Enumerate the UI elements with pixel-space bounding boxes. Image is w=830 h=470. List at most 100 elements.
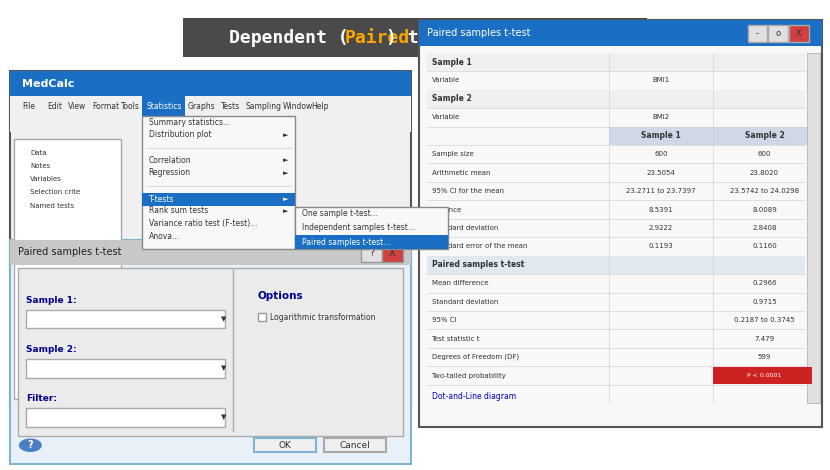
FancyBboxPatch shape (10, 71, 411, 97)
Text: ) t-test (MedCalc): ) t-test (MedCalc) (386, 29, 582, 47)
Text: Independent samples t-test...: Independent samples t-test... (301, 224, 415, 233)
Text: OK: OK (278, 441, 291, 450)
Text: 23.2711 to 23.7397: 23.2711 to 23.7397 (627, 188, 696, 194)
Text: 600: 600 (758, 151, 771, 157)
Text: 600: 600 (654, 151, 668, 157)
Text: File: File (22, 102, 35, 110)
FancyBboxPatch shape (427, 53, 805, 71)
Text: 0.1160: 0.1160 (752, 243, 777, 250)
Text: Sample 1:: Sample 1: (27, 296, 77, 305)
Text: BMI1: BMI1 (652, 78, 670, 84)
Text: Degrees of Freedom (DF): Degrees of Freedom (DF) (432, 354, 519, 360)
Text: Statistics: Statistics (146, 102, 182, 110)
Text: Paired samples t-test: Paired samples t-test (427, 28, 531, 38)
Text: Summary statistics...: Summary statistics... (149, 118, 230, 127)
FancyBboxPatch shape (14, 139, 121, 399)
Text: Arithmetic mean: Arithmetic mean (432, 170, 490, 176)
FancyBboxPatch shape (382, 244, 403, 262)
Text: Notes: Notes (31, 163, 51, 169)
Text: 95% CI for the mean: 95% CI for the mean (432, 188, 504, 194)
Text: ?: ? (369, 248, 374, 258)
Text: ►: ► (283, 132, 289, 138)
Text: Mean difference: Mean difference (432, 280, 488, 286)
Text: 0.1193: 0.1193 (649, 243, 673, 250)
Text: Selection crite: Selection crite (31, 189, 81, 196)
Text: 23.5742 to 24.0298: 23.5742 to 24.0298 (730, 188, 799, 194)
Text: Variance: Variance (432, 206, 461, 212)
Text: Two-tailed probability: Two-tailed probability (432, 373, 506, 378)
Text: Dependent (: Dependent ( (229, 29, 349, 47)
FancyBboxPatch shape (748, 25, 768, 42)
FancyBboxPatch shape (10, 71, 411, 408)
Text: Data: Data (31, 150, 46, 156)
Text: Standard error of the mean: Standard error of the mean (432, 243, 527, 250)
Text: Dot-and-Line diagram: Dot-and-Line diagram (432, 392, 515, 401)
Text: Rank sum tests: Rank sum tests (149, 206, 208, 215)
FancyBboxPatch shape (27, 310, 225, 329)
Text: Edit: Edit (46, 102, 62, 110)
FancyBboxPatch shape (419, 20, 822, 427)
FancyBboxPatch shape (419, 20, 822, 46)
FancyBboxPatch shape (324, 438, 386, 452)
Text: Options: Options (258, 291, 304, 301)
Text: Sampling: Sampling (246, 102, 281, 110)
Text: ?: ? (27, 440, 33, 450)
Text: Test statistic t: Test statistic t (432, 336, 480, 342)
FancyBboxPatch shape (27, 408, 225, 427)
Text: Tests: Tests (221, 102, 240, 110)
FancyBboxPatch shape (142, 193, 295, 205)
Text: Named tests: Named tests (31, 203, 75, 209)
Text: -: - (756, 29, 759, 38)
FancyBboxPatch shape (10, 240, 411, 464)
Text: Regression: Regression (149, 168, 191, 178)
Text: 599: 599 (758, 354, 771, 360)
FancyBboxPatch shape (10, 240, 411, 266)
Text: ▼: ▼ (221, 365, 226, 371)
Text: Sample 2:: Sample 2: (27, 345, 77, 354)
FancyBboxPatch shape (609, 126, 816, 145)
FancyBboxPatch shape (10, 96, 411, 116)
FancyBboxPatch shape (142, 116, 295, 249)
Text: P < 0.0001: P < 0.0001 (747, 373, 782, 378)
Text: Standard deviation: Standard deviation (432, 299, 498, 305)
Text: 0.2187 to 0.3745: 0.2187 to 0.3745 (735, 317, 795, 323)
Text: Logarithmic transformation: Logarithmic transformation (271, 313, 376, 322)
FancyBboxPatch shape (258, 313, 266, 321)
FancyBboxPatch shape (18, 268, 403, 436)
Text: Variance ratio test (F-test)...: Variance ratio test (F-test)... (149, 219, 257, 228)
FancyBboxPatch shape (10, 116, 411, 132)
Text: One sample t-test...: One sample t-test... (301, 210, 378, 219)
Text: Variable: Variable (432, 114, 460, 120)
FancyBboxPatch shape (713, 367, 812, 384)
Text: Standard deviation: Standard deviation (432, 225, 498, 231)
Text: ►: ► (283, 157, 289, 163)
Text: 0.2966: 0.2966 (752, 280, 777, 286)
Text: Cancel: Cancel (339, 441, 370, 450)
Text: MedCalc: MedCalc (22, 79, 75, 89)
Text: 23.5054: 23.5054 (647, 170, 676, 176)
Text: Correlation: Correlation (149, 156, 191, 165)
Text: ►: ► (283, 170, 289, 176)
Text: Variable: Variable (432, 78, 460, 84)
FancyBboxPatch shape (183, 18, 647, 57)
FancyBboxPatch shape (27, 359, 225, 377)
Text: 7.479: 7.479 (754, 336, 774, 342)
Text: Variables: Variables (31, 176, 62, 182)
Text: ▼: ▼ (221, 316, 226, 322)
FancyBboxPatch shape (807, 53, 819, 403)
Text: Sample 1: Sample 1 (642, 131, 681, 140)
FancyBboxPatch shape (788, 25, 808, 42)
FancyBboxPatch shape (142, 96, 185, 116)
FancyBboxPatch shape (361, 244, 382, 262)
Text: ▼: ▼ (221, 414, 226, 420)
FancyBboxPatch shape (254, 438, 315, 452)
Text: Distribution plot: Distribution plot (149, 130, 212, 140)
Text: Paired: Paired (344, 29, 410, 47)
Text: BMI2: BMI2 (652, 114, 670, 120)
Text: Sample 2: Sample 2 (432, 94, 471, 103)
Text: Sample size: Sample size (432, 151, 473, 157)
Text: Paired samples t-test: Paired samples t-test (18, 247, 121, 257)
Text: o: o (775, 29, 781, 38)
Text: X: X (796, 29, 802, 38)
Text: Format: Format (92, 102, 120, 110)
